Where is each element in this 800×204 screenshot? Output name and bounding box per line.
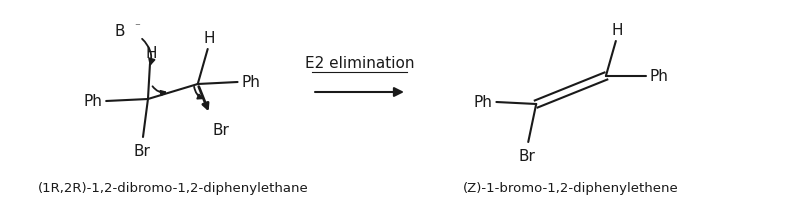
Text: Ph: Ph	[650, 69, 669, 84]
Text: ⁻: ⁻	[134, 22, 140, 32]
Text: Ph: Ph	[242, 75, 261, 90]
Text: (1R,2R)-1,2-dibromo-1,2-diphenylethane: (1R,2R)-1,2-dibromo-1,2-diphenylethane	[38, 181, 308, 194]
FancyArrowPatch shape	[153, 87, 166, 96]
FancyArrowPatch shape	[198, 87, 208, 109]
Text: Br: Br	[213, 122, 230, 137]
Text: B: B	[114, 24, 125, 39]
Text: H: H	[146, 46, 157, 61]
Text: Br: Br	[134, 143, 150, 158]
Text: H: H	[204, 31, 215, 46]
FancyArrowPatch shape	[194, 87, 202, 99]
Text: E2 elimination: E2 elimination	[305, 56, 414, 71]
Text: (Z)-1-bromo-1,2-diphenylethene: (Z)-1-bromo-1,2-diphenylethene	[463, 181, 679, 194]
Text: H: H	[611, 23, 622, 38]
Text: Ph: Ph	[474, 95, 493, 110]
Text: Br: Br	[519, 148, 536, 163]
FancyArrowPatch shape	[315, 89, 402, 96]
Text: Ph: Ph	[83, 94, 102, 109]
FancyArrowPatch shape	[142, 40, 154, 65]
